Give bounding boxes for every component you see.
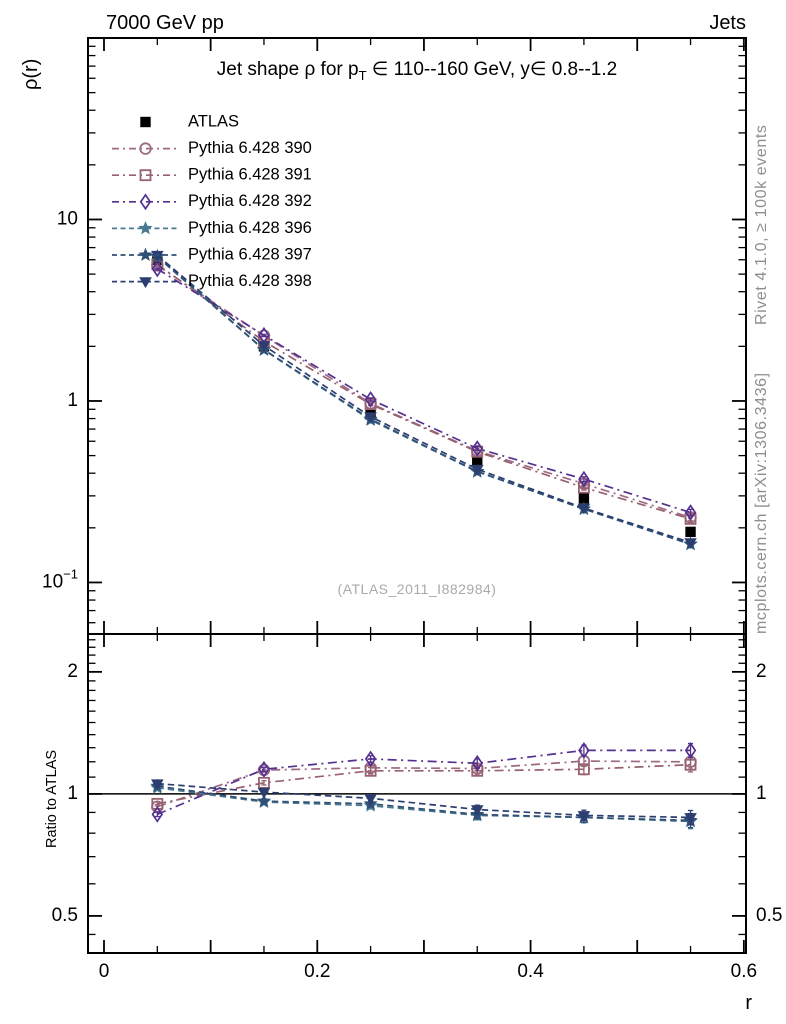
mcplots-credit-text: mcplots.cern.ch [arXiv:1306.3436] xyxy=(753,372,770,634)
svg-text:0.5: 0.5 xyxy=(756,905,782,926)
svg-text:2: 2 xyxy=(67,661,78,682)
series-py391-ratio xyxy=(151,757,697,810)
legend-label-py398: Pythia 6.428 398 xyxy=(188,272,312,290)
svg-text:1: 1 xyxy=(756,783,767,804)
rivet-version-text: Rivet 4.1.0, ≥ 100k events xyxy=(753,124,770,325)
legend-label-py397: Pythia 6.428 397 xyxy=(188,245,312,263)
svg-text:0: 0 xyxy=(99,961,110,982)
plot-frames xyxy=(87,37,747,954)
series-py392-ratio xyxy=(151,742,697,823)
svg-text:1: 1 xyxy=(67,390,78,411)
plot-title: Jet shape ρ for pT ∈ 110--160 GeV, y∈ 0.… xyxy=(88,58,746,83)
x-axis-label: r xyxy=(745,992,752,1014)
series-py392-main xyxy=(151,260,697,521)
y-axis-label: ρ(r) xyxy=(20,58,42,90)
tick-labels: 0 0.2 0.4 0.6 10 1 10−1 2 2 1 1 0.5 0.5 xyxy=(42,209,782,983)
analysis-category-label: Jets xyxy=(709,12,746,34)
legend: ATLAS Pythia 6.428 390 Pythia 6.428 391 Pyt… xyxy=(112,112,312,290)
svg-text:0.4: 0.4 xyxy=(517,961,544,982)
plot-title-subscript: T xyxy=(358,68,367,83)
series-py391-main xyxy=(151,258,697,525)
series-py398-ratio xyxy=(151,779,697,826)
series-atlas-main xyxy=(152,254,696,538)
svg-text:2: 2 xyxy=(756,661,767,682)
plot-title-suffix: ∈ 110--160 GeV, y∈ 0.8--1.2 xyxy=(366,59,618,80)
svg-text:10: 10 xyxy=(57,209,78,230)
beam-energy-label: 7000 GeV pp xyxy=(106,12,224,34)
series-py397-main xyxy=(150,248,698,550)
ratio-axis-label: Ratio to ATLAS xyxy=(44,749,60,848)
legend-label-py396: Pythia 6.428 396 xyxy=(188,219,312,237)
svg-text:0.2: 0.2 xyxy=(304,961,330,982)
svg-text:10−1: 10−1 xyxy=(42,567,78,593)
legend-label-py390: Pythia 6.428 390 xyxy=(188,139,312,157)
legend-label-atlas: ATLAS xyxy=(188,112,239,130)
svg-text:0.5: 0.5 xyxy=(52,905,78,926)
svg-text:1: 1 xyxy=(67,783,78,804)
analysis-watermark: (ATLAS_2011_I882984) xyxy=(337,581,497,597)
plot-title-prefix: Jet shape ρ for p xyxy=(216,59,359,80)
svg-text:0.6: 0.6 xyxy=(731,961,757,982)
series-py396-main xyxy=(150,249,698,551)
series-py390-main xyxy=(151,259,697,524)
legend-label-py392: Pythia 6.428 392 xyxy=(188,192,312,210)
legend-label-py391: Pythia 6.428 391 xyxy=(188,166,312,184)
series-py398-main xyxy=(151,250,697,550)
